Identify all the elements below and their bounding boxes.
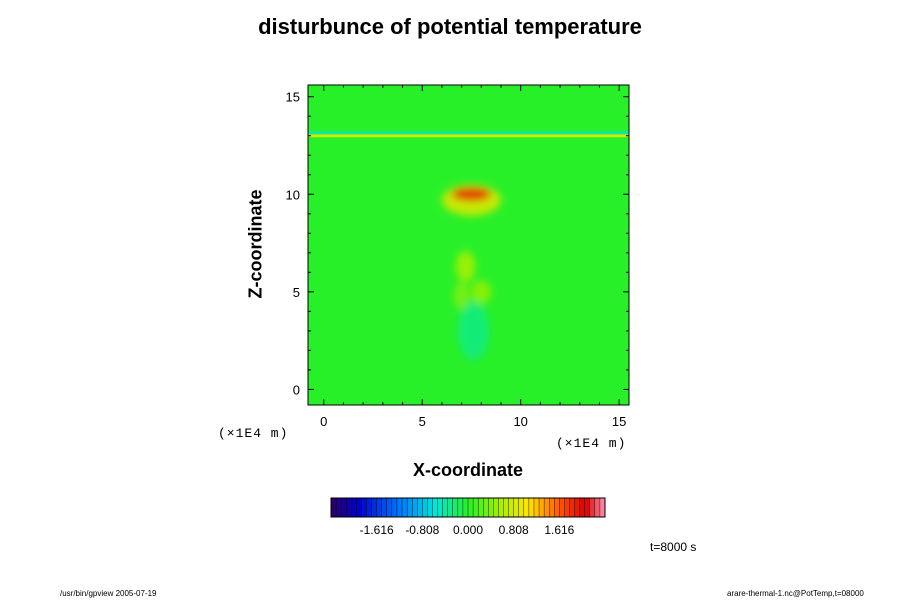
colorbar-cell <box>477 497 484 518</box>
colorbar-cell <box>564 497 570 518</box>
heatmap-layer <box>308 131 629 135</box>
x-tick-label: 10 <box>513 414 527 429</box>
heatmap-layer <box>308 134 629 138</box>
colorbar-cell <box>447 497 454 518</box>
colorbar-cell <box>376 497 383 518</box>
time-label: t=8000 s <box>650 540 697 554</box>
colorbar-cell <box>523 497 530 518</box>
x-axis-label: X-coordinate <box>412 460 523 480</box>
colorbar-cell <box>498 497 505 518</box>
colorbar-cell <box>538 497 545 518</box>
colorbar-cell <box>528 497 535 518</box>
x-axis-unit: (×1E4 m) <box>556 436 627 451</box>
colorbar-cell <box>427 497 433 518</box>
x-tick-label: 5 <box>419 414 426 429</box>
colorbar-cell <box>462 497 469 518</box>
colorbar-cell <box>401 497 408 518</box>
y-tick-label: 5 <box>293 285 300 300</box>
y-tick-label: 10 <box>286 187 300 202</box>
colorbar-cell <box>543 497 550 518</box>
colorbar-cell <box>386 497 393 518</box>
footer-left: /usr/bin/gpview 2005-07-19 <box>60 589 157 598</box>
colorbar-cell <box>452 497 459 518</box>
colorbar-cell <box>442 497 449 518</box>
colorbar-cell <box>437 497 444 518</box>
colorbar-cell <box>396 497 403 518</box>
colorbar-cell <box>518 497 525 518</box>
colorbar-tick-label: 0.000 <box>453 523 483 537</box>
colorbar-cell <box>411 497 418 518</box>
colorbar-cell <box>599 497 606 518</box>
colorbar-tick-label: 0.808 <box>499 523 529 537</box>
heatmap-feature <box>455 250 476 283</box>
colorbar-cell <box>422 497 428 518</box>
colorbar-cell <box>533 497 540 518</box>
colorbar-cell <box>589 497 596 518</box>
colorbar-cell <box>548 497 555 518</box>
colorbar-cell <box>366 497 373 518</box>
chart-title: disturbunce of potential temperature <box>258 14 642 39</box>
colorbar-tick-label: -0.808 <box>405 523 439 537</box>
footer-right: arare-thermal-1.nc@PotTemp,t=08000 <box>727 589 864 598</box>
plot-frame <box>307 84 630 406</box>
y-tick-label: 0 <box>293 382 300 397</box>
colorbar-cell <box>417 497 423 518</box>
colorbar-cell <box>361 497 368 518</box>
colorbar-cell <box>559 497 565 518</box>
colorbar-cell <box>508 497 515 518</box>
heatmap-feature <box>451 187 492 202</box>
colorbar-cell <box>340 497 347 518</box>
colorbar-cell <box>579 497 586 518</box>
x-tick-label: 0 <box>320 414 327 429</box>
colorbar-cell <box>574 497 581 518</box>
colorbar-cell <box>493 497 499 518</box>
plot-area <box>308 85 629 405</box>
colorbar-cell <box>346 497 352 518</box>
colorbar-cell <box>513 497 520 518</box>
colorbar-cell <box>483 497 489 518</box>
colorbar-tick-label: -1.616 <box>360 523 394 537</box>
colorbar-cell <box>584 497 591 518</box>
heatmap-feature <box>453 282 470 310</box>
y-tick-label: 15 <box>286 90 300 105</box>
colorbar-cell <box>472 497 479 518</box>
heatmap-feature <box>471 280 492 304</box>
colorbar-cell <box>554 497 560 518</box>
y-axis-label: Z-coordinate <box>245 189 266 299</box>
colorbar-cell <box>371 497 378 518</box>
colorbar-cell <box>406 497 413 518</box>
x-tick-label: 15 <box>612 414 626 429</box>
colorbar: -1.616 -0.808 0.000 0.808 1.616 <box>330 497 606 537</box>
colorbar-cell <box>330 497 337 518</box>
colorbar-cell <box>391 497 398 518</box>
colorbar-cell <box>569 497 576 518</box>
y-axis-unit: (×1E4 m) <box>218 426 289 441</box>
colorbar-cell <box>356 497 362 518</box>
colorbar-cell <box>488 497 494 518</box>
heatmap-feature <box>457 301 490 361</box>
colorbar-cell <box>432 497 439 518</box>
colorbar-cell <box>594 497 601 518</box>
colorbar-tick-label: 1.616 <box>544 523 574 537</box>
axes: 0 5 10 15 0 5 10 15 <box>286 85 629 429</box>
colorbar-cell <box>467 497 474 518</box>
colorbar-cell <box>503 497 510 518</box>
colorbar-cell <box>457 497 464 518</box>
colorbar-cell <box>381 497 388 518</box>
colorbar-cell <box>335 497 342 518</box>
colorbar-cell <box>351 497 357 518</box>
colorbar-frame <box>330 497 606 518</box>
